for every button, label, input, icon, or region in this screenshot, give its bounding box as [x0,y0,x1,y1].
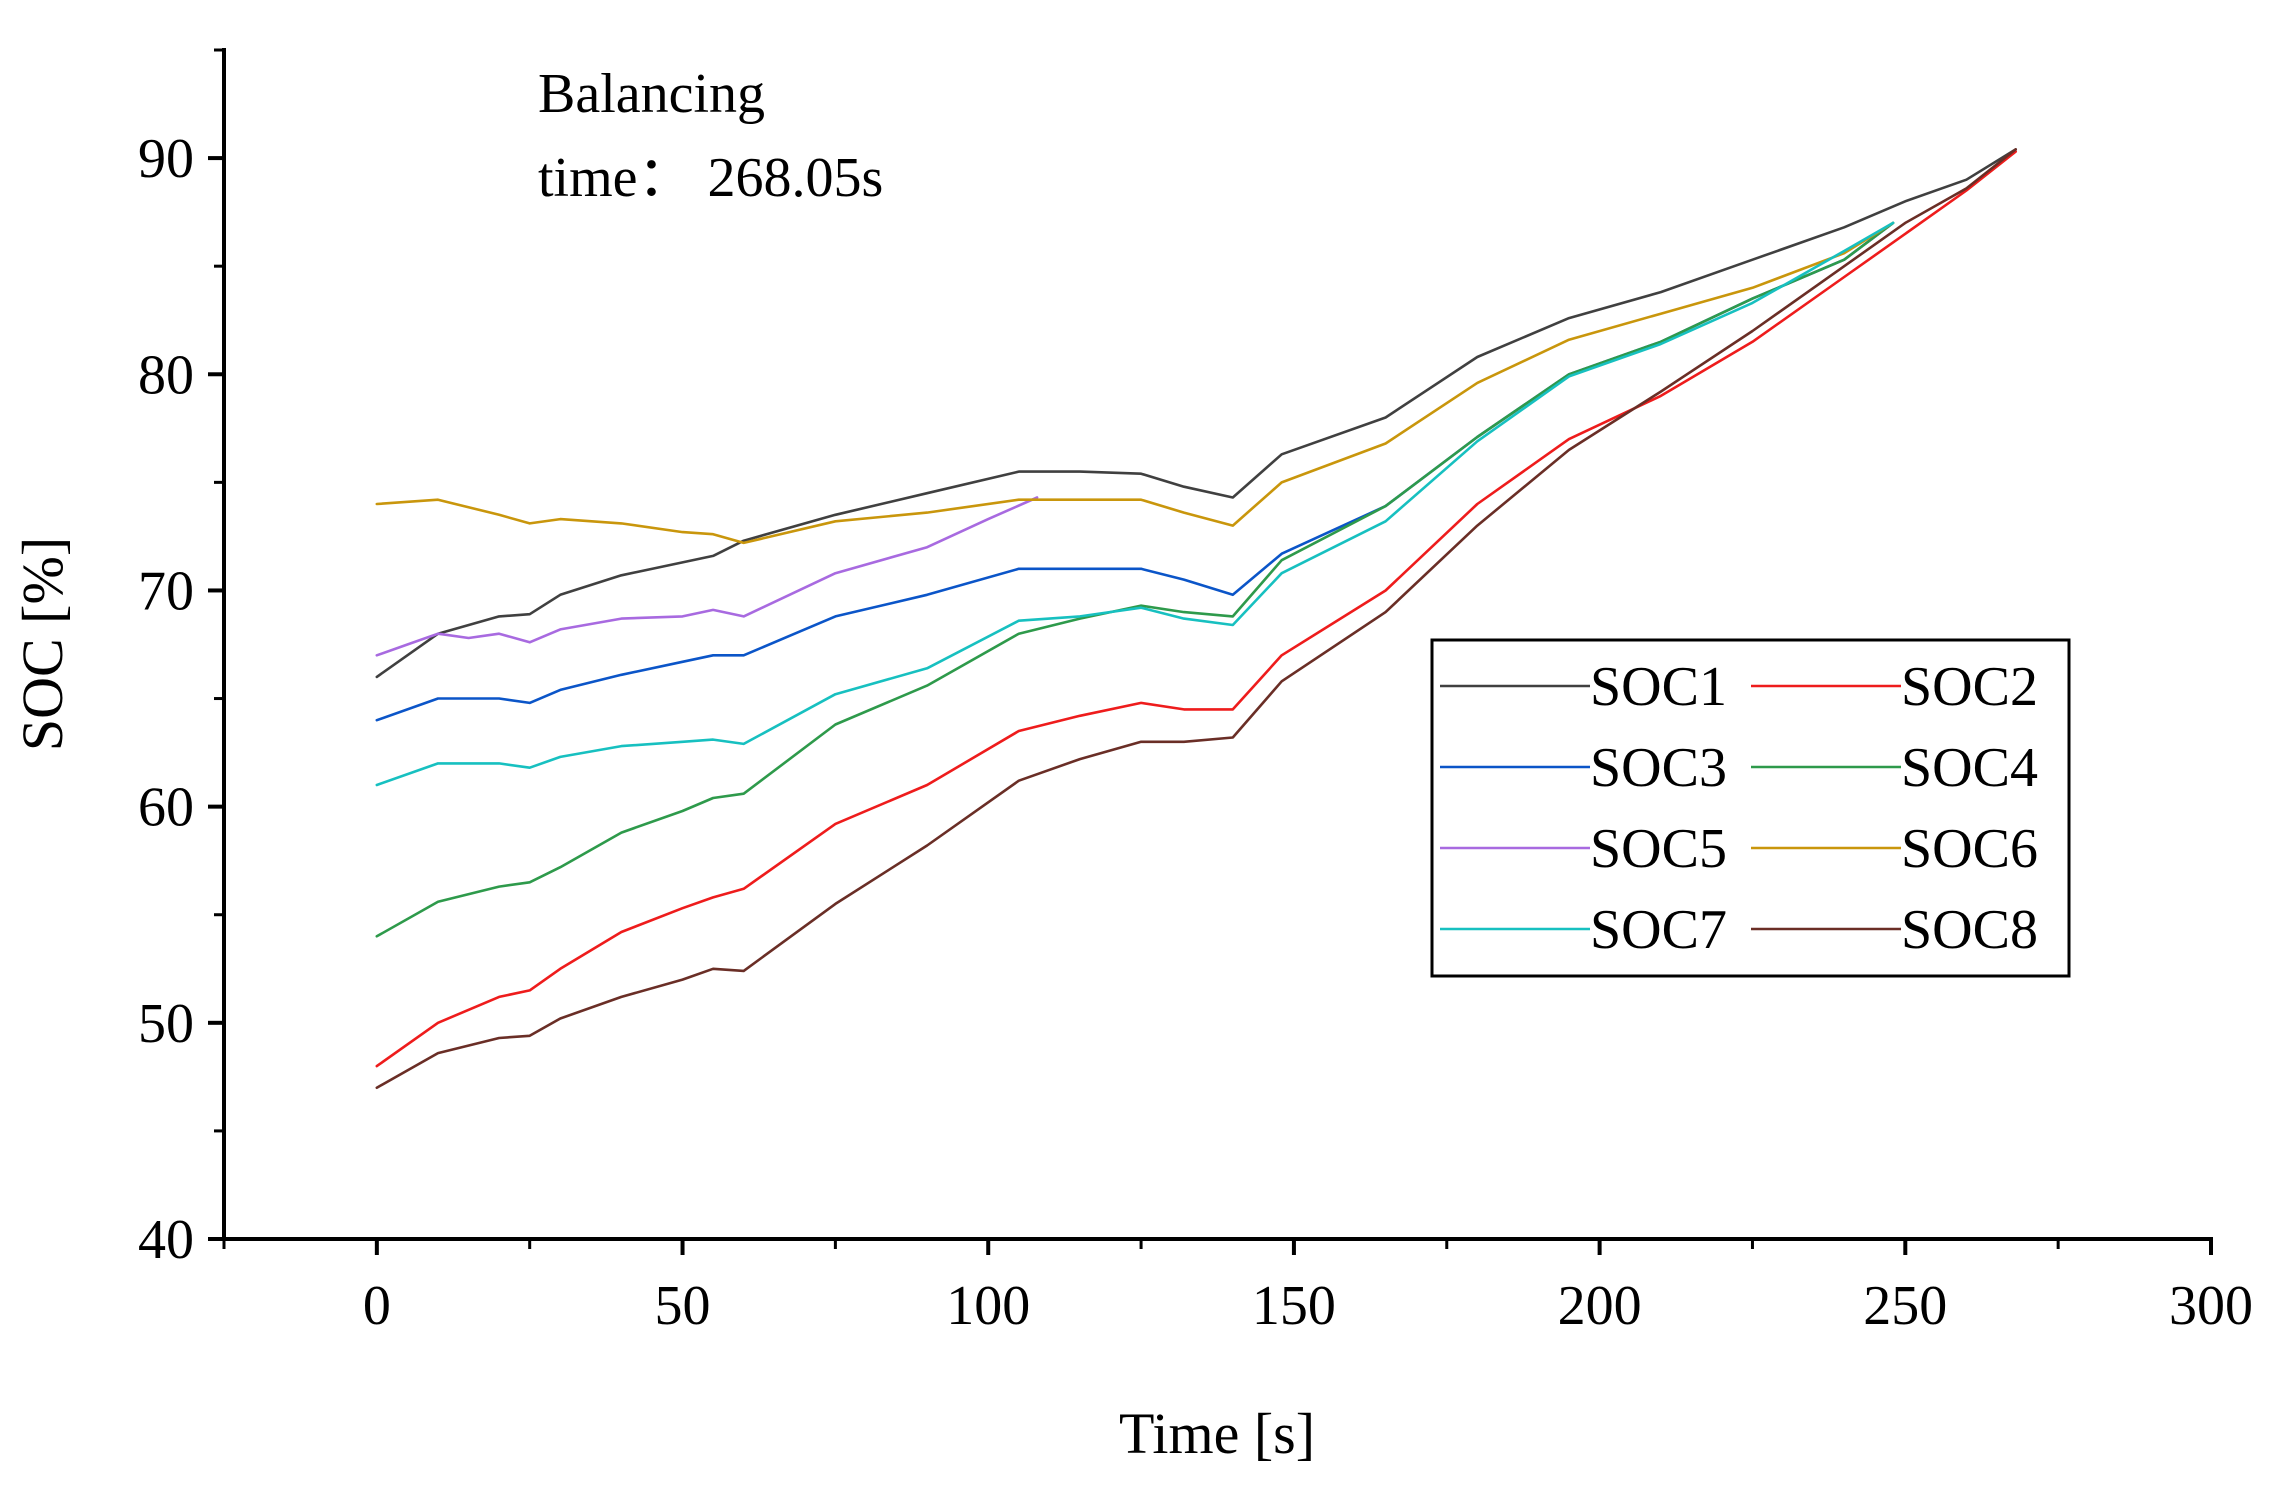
annotation-line-1: Balancing [538,63,765,125]
x-tick-label: 100 [946,1275,1030,1337]
legend-label-soc3: SOC3 [1590,737,1727,799]
ticks: 0 50 100 150 200 250 300 40 50 60 70 80 90 [138,48,2253,1337]
legend-box [1430,638,2071,978]
series-line-soc8 [375,148,2017,1089]
y-tick-label: 70 [138,560,194,622]
x-tick-label: 200 [1558,1275,1642,1337]
axes [222,48,2213,1241]
x-tick-label: 150 [1252,1275,1336,1337]
legend-label-soc7: SOC7 [1590,899,1727,961]
legend-label-soc4: SOC4 [1901,737,2038,799]
plot-lines [375,148,2017,1089]
x-tick-label: 250 [1863,1275,1947,1337]
series-line-soc6 [375,221,1895,545]
series-line-soc1 [375,148,2017,679]
y-tick-label: 60 [138,777,194,839]
series-line-soc4 [375,221,1895,938]
y-tick-label: 90 [138,128,194,190]
series-line-soc7 [375,221,1895,787]
x-tick-label: 300 [2169,1275,2253,1337]
y-tick-label: 50 [138,993,194,1055]
x-tick-label: 50 [655,1275,711,1337]
y-tick-label: 40 [138,1209,194,1271]
annotation-line-2: time： 268.05s [538,147,883,209]
legend-label-soc1: SOC1 [1590,656,1727,718]
x-axis-title: Time [s] [1119,1401,1315,1466]
y-axis-title: SOC [%] [10,537,75,751]
series-line-soc5 [375,496,1039,657]
series-line-soc2 [375,150,2017,1068]
legend-label-soc6: SOC6 [1901,818,2038,880]
legend-label-soc8: SOC8 [1901,899,2038,961]
legend-label-soc2: SOC2 [1901,656,2038,718]
legend-label-soc5: SOC5 [1590,818,1727,880]
x-tick-label: 0 [363,1275,391,1337]
legend: SOC1 SOC2 SOC3 SOC4 SOC5 SOC6 SOC7 SOC8 [1430,638,2071,978]
y-tick-label: 80 [138,344,194,406]
